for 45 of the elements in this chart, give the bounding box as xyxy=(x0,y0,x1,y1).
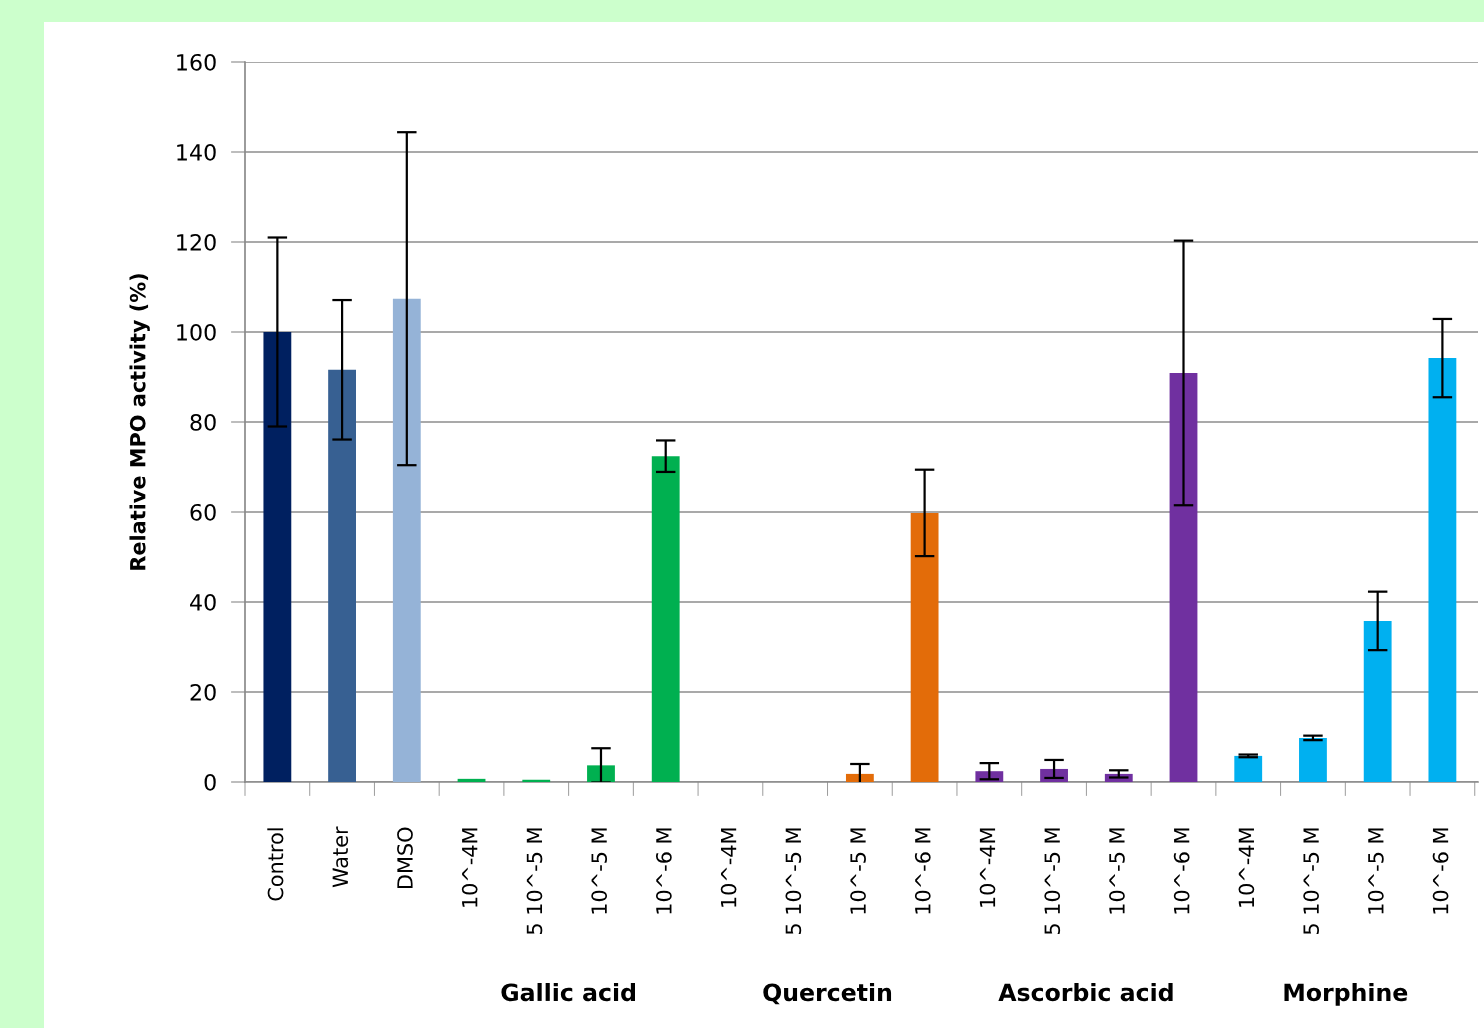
y-tick-label: 60 xyxy=(190,503,216,521)
bar xyxy=(1363,620,1392,782)
text: Quercetin xyxy=(763,982,892,1005)
bar xyxy=(263,332,292,782)
bar xyxy=(1299,737,1327,782)
bar xyxy=(1169,372,1198,782)
bar xyxy=(1234,755,1263,782)
y-tick-label: 100 xyxy=(177,323,216,341)
bar xyxy=(845,773,874,782)
bar xyxy=(457,778,486,782)
y-tick-label: 0 xyxy=(204,773,216,791)
x-tick-label: 10^-6 M xyxy=(1432,828,1449,914)
x-tick-label: 5 10^-5 M xyxy=(1303,828,1319,935)
y-axis-title: Relative MPO activity (%) xyxy=(129,274,150,570)
y-tick-label: 40 xyxy=(190,593,216,611)
y-tick-label: 80 xyxy=(190,413,216,431)
x-tick-label: 10^-5 M xyxy=(850,828,866,914)
text: Gallic acid xyxy=(501,982,635,1002)
bar xyxy=(910,512,939,782)
bar xyxy=(651,456,680,782)
x-tick-label: 10^-4M xyxy=(720,828,737,907)
x-tick-label: 10^-6 M xyxy=(914,828,931,914)
y-tick-label: 140 xyxy=(177,143,216,161)
x-tick-label: 10^-5 M xyxy=(1109,828,1125,914)
bar xyxy=(328,369,356,782)
x-tick-label: 10^-4M xyxy=(979,828,996,907)
x-tick-label: 5 10^-5 M xyxy=(1044,828,1061,935)
y-tick-label: 20 xyxy=(190,683,216,701)
x-tick-label: 10^-6 M xyxy=(656,828,672,914)
x-tick-label: 5 10^-5 M xyxy=(785,828,802,935)
x-tick-label: 10^-4M xyxy=(1238,828,1255,907)
y-tick-label: 120 xyxy=(177,233,216,251)
bar xyxy=(392,298,421,782)
x-tick-label: 10^-4M xyxy=(461,828,478,907)
x-tick-label: 10^-5 M xyxy=(591,828,608,914)
text: Ascorbic acid xyxy=(998,982,1173,1002)
x-tick-label: Water xyxy=(332,826,349,888)
y-tick-label: 160 xyxy=(177,53,216,71)
text: Morphine xyxy=(1284,982,1408,1006)
x-tick-label: 10^-5 M xyxy=(1367,828,1384,914)
x-tick-label: DMSO xyxy=(397,827,413,889)
x-tick-label: 5 10^-5 M xyxy=(526,828,543,935)
x-tick-label: 10^-6 M xyxy=(1173,828,1190,914)
bar xyxy=(1428,358,1457,782)
x-tick-label: Control xyxy=(267,828,284,901)
